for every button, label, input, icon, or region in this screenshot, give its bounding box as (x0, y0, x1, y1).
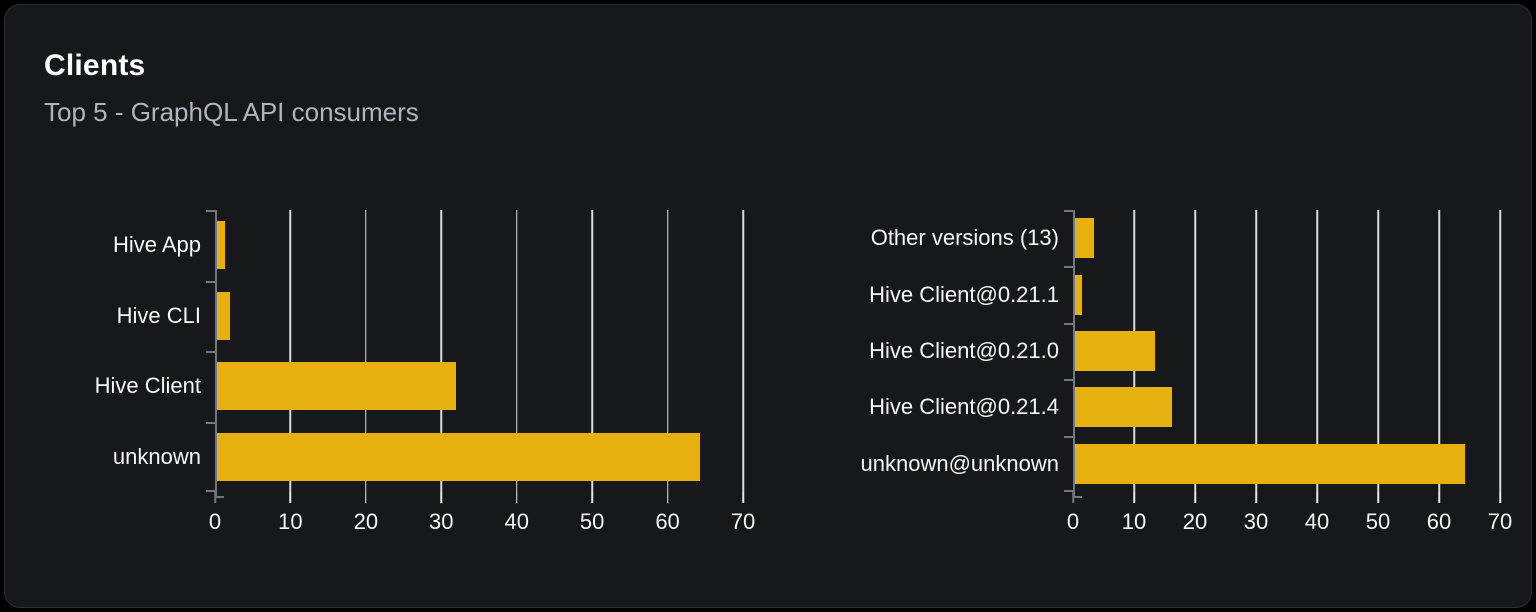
y-axis-tick (206, 280, 215, 283)
bar-row (1073, 379, 1500, 435)
bar[interactable] (215, 362, 457, 411)
x-axis-tick (515, 492, 518, 503)
x-axis-tick (1438, 492, 1440, 503)
x-axis-tick (1499, 492, 1501, 503)
category-labels-column: Hive App Hive CLI Hive Client unknown (35, 210, 201, 492)
y-axis-tick (1064, 379, 1073, 382)
category-label: unknown (112, 443, 201, 469)
plot-area: 0 10 20 30 40 50 60 70 (206, 210, 755, 534)
x-axis-tick (365, 492, 367, 503)
gridline (1438, 210, 1440, 492)
category-label: Other versions (13) (870, 225, 1059, 251)
x-tick-label: 20 (1182, 509, 1208, 534)
category-label: Hive Client (94, 373, 201, 399)
category-labels-column: Other versions (13) Hive Client@0.21.1 Hiv… (835, 210, 1059, 492)
x-axis-tick (1194, 492, 1196, 503)
clients-by-name-chart: Hive App Hive CLI Hive Client unknown 0 10 20… (35, 210, 755, 545)
y-axis-tick (1064, 322, 1073, 325)
y-axis-foot (215, 496, 224, 498)
category-label: Hive CLI (116, 302, 201, 328)
plot-area: 0 10 20 30 40 50 60 70 (1064, 210, 1512, 534)
x-axis-tick (289, 492, 292, 503)
bar[interactable] (215, 291, 231, 340)
gridline (742, 210, 744, 492)
bar-row (1073, 266, 1500, 322)
bar-row (1073, 323, 1500, 379)
category-label: Hive Client@0.21.1 (869, 281, 1059, 307)
x-tick-label: 70 (730, 509, 756, 534)
bar[interactable] (1073, 274, 1083, 315)
y-axis-tick (1064, 490, 1073, 492)
x-axis-tick (1133, 492, 1135, 503)
y-axis-tick (1064, 435, 1073, 438)
page-title: Clients (44, 49, 146, 82)
y-axis-line (215, 210, 217, 498)
y-axis-tick (206, 210, 215, 212)
page-subtitle: Top 5 - GraphQL API consumers (44, 97, 419, 127)
x-axis-tick (666, 492, 669, 503)
y-axis-tick (1064, 210, 1073, 212)
x-axis-tick (1377, 492, 1379, 503)
x-tick-label: 40 (1304, 509, 1330, 534)
x-tick-label: 70 (1487, 509, 1513, 534)
gridline (1316, 210, 1318, 492)
gridline (440, 210, 443, 492)
bar-row (1073, 436, 1500, 492)
x-tick-label: 40 (504, 509, 529, 534)
gridline (1499, 210, 1501, 492)
gridline (289, 210, 292, 492)
bar-row (215, 351, 743, 422)
bar-row (215, 210, 743, 281)
y-axis-tick (206, 490, 215, 492)
gridline (591, 210, 593, 492)
bar[interactable] (215, 432, 700, 481)
x-tick-label: 10 (278, 509, 303, 534)
x-tick-label: 30 (1243, 509, 1269, 534)
y-axis-tick (1064, 266, 1073, 269)
bar[interactable] (215, 221, 225, 270)
gridline (365, 210, 367, 492)
x-axis-tick (742, 492, 744, 503)
y-axis-tick (206, 351, 215, 353)
category-label: Hive Client@0.21.4 (869, 394, 1059, 420)
bar-row (1073, 210, 1500, 266)
gridline (515, 210, 518, 492)
gridline (1255, 210, 1257, 492)
bar[interactable] (1073, 387, 1172, 428)
x-tick-label: 60 (655, 509, 680, 534)
clients-card: Clients Top 5 - GraphQL API consumers Hi… (4, 4, 1532, 608)
bar[interactable] (1073, 443, 1466, 484)
x-tick-label: 50 (1365, 509, 1391, 534)
gridline (666, 210, 669, 492)
x-tick-label: 0 (1066, 509, 1080, 534)
category-label: unknown@unknown (860, 450, 1059, 476)
y-axis-tick (206, 421, 215, 424)
x-tick-label: 60 (1426, 509, 1452, 534)
bar-row (215, 281, 743, 352)
bar[interactable] (1073, 218, 1095, 259)
y-axis-foot (1073, 496, 1082, 498)
x-axis-tick (1316, 492, 1318, 503)
x-tick-label: 30 (429, 509, 454, 534)
x-tick-label: 50 (579, 509, 605, 534)
bar-row (215, 422, 743, 493)
category-label: Hive App (112, 232, 201, 258)
x-axis-tick (1255, 492, 1257, 503)
x-tick-label: 20 (353, 509, 379, 534)
x-tick-label: 10 (1121, 509, 1147, 534)
category-label: Hive Client@0.21.0 (869, 337, 1059, 363)
x-tick-label: 0 (208, 509, 222, 534)
y-axis-line (1073, 210, 1075, 498)
x-axis-tick (591, 492, 593, 503)
gridline (1194, 210, 1196, 492)
gridline (1377, 210, 1379, 492)
x-axis-tick (440, 492, 443, 503)
bar[interactable] (1073, 330, 1156, 371)
clients-by-version-chart: Other versions (13) Hive Client@0.21.1 Hiv… (835, 210, 1512, 545)
